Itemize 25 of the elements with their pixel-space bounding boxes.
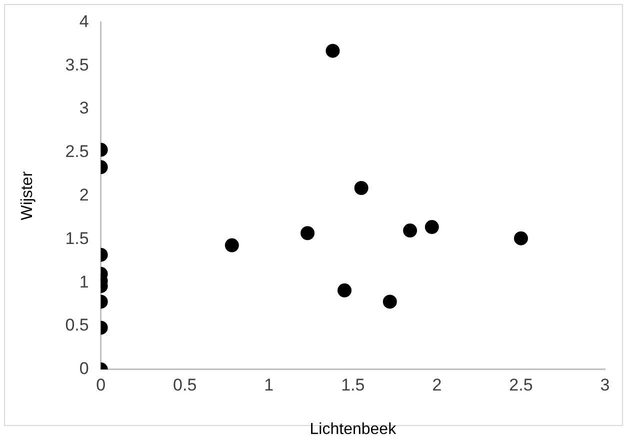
y-axis-title: Wijster [19,170,36,220]
point [300,226,315,240]
x-axis-title: Lichtenbeek [310,420,398,438]
point [424,220,439,234]
x-tick-label: 2 [432,375,442,394]
y-tick-label: 1.5 [65,228,89,248]
x-tick-label: 1.5 [341,375,365,394]
point [326,44,340,58]
point [382,294,397,309]
y-tick-label: 4 [79,12,89,31]
y-tick-label: 2.5 [65,142,89,162]
x-tick-label: 2.5 [509,375,533,394]
y-tick-label: 0.5 [65,316,89,335]
x-tick-label: 0 [96,375,106,394]
point [338,283,352,298]
y-tick-label: 3 [79,98,89,118]
y-tick-label: 1 [79,272,89,292]
y-tick-label: 2 [79,185,89,204]
point [403,224,418,238]
y-tick-label: 0 [79,359,89,378]
y-tick-label: 3.5 [65,55,89,74]
x-tick-label: 3 [600,375,610,394]
x-tick-label: 0.5 [173,375,197,394]
x-tick-label: 1 [264,375,274,394]
point [354,180,368,195]
